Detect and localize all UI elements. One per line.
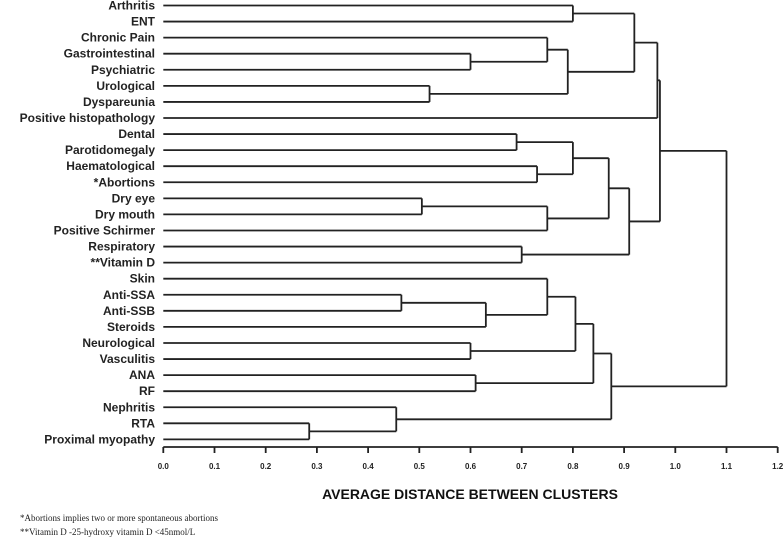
leaf-label: Dry mouth [95, 207, 155, 221]
leaf-label: Dental [118, 127, 155, 141]
x-tick-label: 0.4 [363, 462, 375, 471]
x-tick-label: 0.6 [465, 462, 477, 471]
leaf-label: Positive Schirmer [54, 223, 156, 237]
leaf-label: Gastrointestinal [64, 47, 155, 61]
x-tick-label: 0.7 [516, 462, 528, 471]
leaf-label: Neurological [82, 336, 155, 350]
leaf-label: RTA [131, 416, 155, 430]
leaf-label: ANA [129, 368, 155, 382]
leaf-label: Haematological [66, 159, 155, 173]
leaf-label: Vasculitis [100, 352, 156, 366]
x-tick-label: 0.5 [414, 462, 426, 471]
leaf-label: Positive histopathology [20, 111, 156, 125]
x-tick-label: 0.1 [209, 462, 221, 471]
leaf-label: *Abortions [94, 175, 156, 189]
x-axis: 0.0 0.1 0.2 0.3 0.4 0.5 0.6 0.7 0.8 0.9 1.0 1.1 1.2 [158, 446, 783, 471]
leaf-label: Steroids [107, 320, 155, 334]
leaf-label: Skin [130, 272, 155, 286]
x-tick-label: 1.1 [721, 462, 733, 471]
footnote-abortions: *Abortions implies two or more spontaneo… [20, 513, 218, 523]
leaf-label: **Vitamin D [91, 256, 156, 270]
leaf-label: Urological [96, 79, 155, 93]
leaf-label: Arthritis [108, 0, 155, 13]
x-tick-label: 0.0 [158, 462, 170, 471]
leaf-label: Dyspareunia [83, 95, 155, 109]
leaf-label: ENT [131, 15, 156, 29]
x-tick-label: 0.8 [567, 462, 579, 471]
x-tick-label: 1.2 [772, 462, 783, 471]
leaf-label: Anti-SSA [103, 288, 155, 302]
x-tick-label: 0.3 [311, 462, 323, 471]
leaf-label: Proximal myopathy [44, 432, 155, 446]
leaf-label: Nephritis [103, 400, 155, 414]
leaf-label: Dry eye [112, 191, 156, 205]
x-tick-label: 1.0 [670, 462, 682, 471]
leaf-label: Anti-SSB [103, 304, 155, 318]
leaf-label: RF [139, 384, 155, 398]
leaf-labels: Arthritis ENT Chronic Pain Gastrointestinal… [20, 0, 156, 446]
x-tick-label: 0.2 [260, 462, 272, 471]
x-tick-label: 0.9 [619, 462, 631, 471]
leaf-label: Psychiatric [91, 63, 155, 77]
leaf-label: Chronic Pain [81, 31, 155, 45]
leaf-label: Respiratory [88, 240, 155, 254]
footnote-vitamin-d: **Vitamin D -25-hydroxy vitamin D <45nmo… [20, 527, 195, 537]
dendrogram-links [163, 4, 728, 441]
leaf-label: Parotidomegaly [65, 143, 155, 157]
x-axis-title: AVERAGE DISTANCE BETWEEN CLUSTERS [322, 486, 618, 502]
